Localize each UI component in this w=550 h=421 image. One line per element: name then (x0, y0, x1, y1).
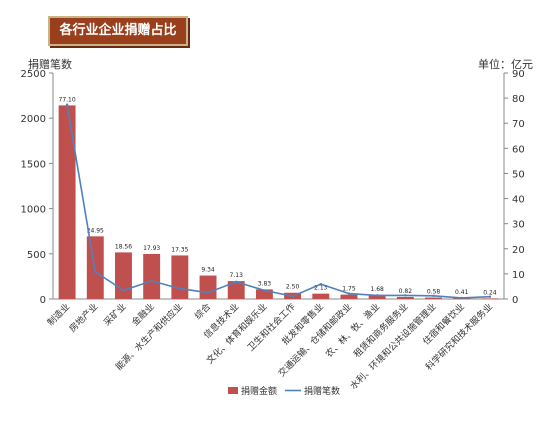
bar-value-label: 1.75 (342, 286, 356, 293)
right-axis-title: 单位：亿元 (478, 58, 533, 71)
line-point (432, 294, 435, 298)
bar (115, 252, 132, 299)
right-tick-label: 50 (512, 169, 525, 180)
bar-value-label: 0.58 (427, 289, 441, 296)
line-point (65, 103, 69, 106)
category-label: 能源、水生产和供应业 (113, 301, 185, 373)
line-point (319, 282, 322, 286)
bar-value-label: 17.35 (171, 246, 188, 253)
bar-value-label: 17.93 (143, 245, 160, 252)
line-point (263, 289, 266, 292)
bar-value-label: 9.34 (201, 267, 215, 274)
bar (227, 281, 245, 299)
category-label: 制造业 (45, 301, 73, 329)
bar (368, 294, 386, 299)
left-tick-label: 1500 (21, 159, 46, 170)
right-tick-label: 40 (512, 195, 525, 206)
bar-value-label: 0.24 (483, 289, 497, 296)
bar-value-label: 1.68 (370, 286, 384, 293)
category-label: 采矿业 (101, 301, 129, 329)
bar-value-label: 77.10 (59, 96, 76, 103)
bar (425, 297, 442, 299)
chart-title: 各行业企业捐赠占比 (48, 16, 188, 46)
category-label: 卫生和社会工作 (245, 301, 298, 354)
bar-value-label: 3.83 (258, 280, 272, 287)
bar (481, 298, 499, 299)
line-point (460, 296, 463, 300)
right-tick-label: 20 (512, 245, 525, 256)
bar (58, 105, 76, 299)
legend-bar-label: 捐赠金额 (241, 385, 277, 397)
line-point (291, 295, 294, 298)
bar (143, 253, 161, 299)
bar (284, 292, 302, 299)
line-point (94, 270, 97, 274)
category-label: 综合 (192, 301, 213, 322)
bar-value-label: 2.13 (314, 285, 328, 292)
category-label: 科学研究和技术服务业 (423, 301, 495, 373)
category-label: 房地产业 (66, 301, 100, 335)
line-point (347, 292, 351, 295)
category-label: 文化、体育和娱乐业 (204, 301, 270, 367)
line-point (488, 295, 492, 298)
line-point (375, 294, 379, 297)
bar-value-label: 2.50 (286, 284, 300, 291)
line-point (206, 291, 210, 294)
bar (396, 296, 414, 299)
category-label: 农、林、牧、渔业 (323, 301, 382, 360)
line-point (404, 294, 407, 297)
line-point (122, 289, 125, 292)
legend-line-label: 捐赠笔数 (304, 385, 340, 397)
bar (453, 297, 471, 299)
bar-value-label: 7.13 (230, 272, 244, 279)
bar (199, 275, 217, 299)
category-label: 信息技术业 (201, 301, 241, 341)
right-tick-label: 10 (512, 270, 525, 281)
category-label: 住宿和餐饮业 (420, 301, 467, 348)
bar-value-label: 18.56 (115, 243, 132, 250)
category-label: 水利、环境和公共设施管理业 (347, 301, 438, 392)
bar-value-label: 24.95 (87, 227, 104, 234)
right-tick-label: 80 (512, 94, 525, 105)
bar (340, 294, 358, 299)
category-label: 交通运输、仓储和邮政业 (276, 301, 354, 379)
bar (171, 255, 189, 299)
left-tick-label: 0 (40, 295, 46, 306)
line-point (178, 287, 182, 290)
bar-value-label: 0.41 (455, 289, 469, 296)
bar (312, 293, 330, 299)
left-tick-label: 500 (27, 250, 46, 261)
right-tick-label: 60 (512, 144, 525, 155)
bar (86, 236, 104, 299)
bar (255, 289, 273, 299)
right-tick-label: 70 (512, 119, 525, 130)
left-axis-title: 捐赠笔数 (28, 58, 72, 71)
category-label: 批发和零售业 (279, 301, 326, 348)
bar-value-label: 0.82 (399, 288, 413, 295)
right-tick-label: 0 (512, 295, 518, 306)
category-label: 金融业 (129, 301, 157, 329)
line-point (150, 279, 153, 283)
legend-bar-swatch (228, 387, 238, 394)
category-label: 租赁和商务服务业 (351, 301, 410, 360)
line-series (66, 104, 490, 299)
left-tick-label: 1000 (21, 205, 46, 216)
right-tick-label: 30 (512, 220, 525, 231)
left-tick-label: 2000 (21, 114, 46, 125)
line-point (235, 280, 238, 284)
